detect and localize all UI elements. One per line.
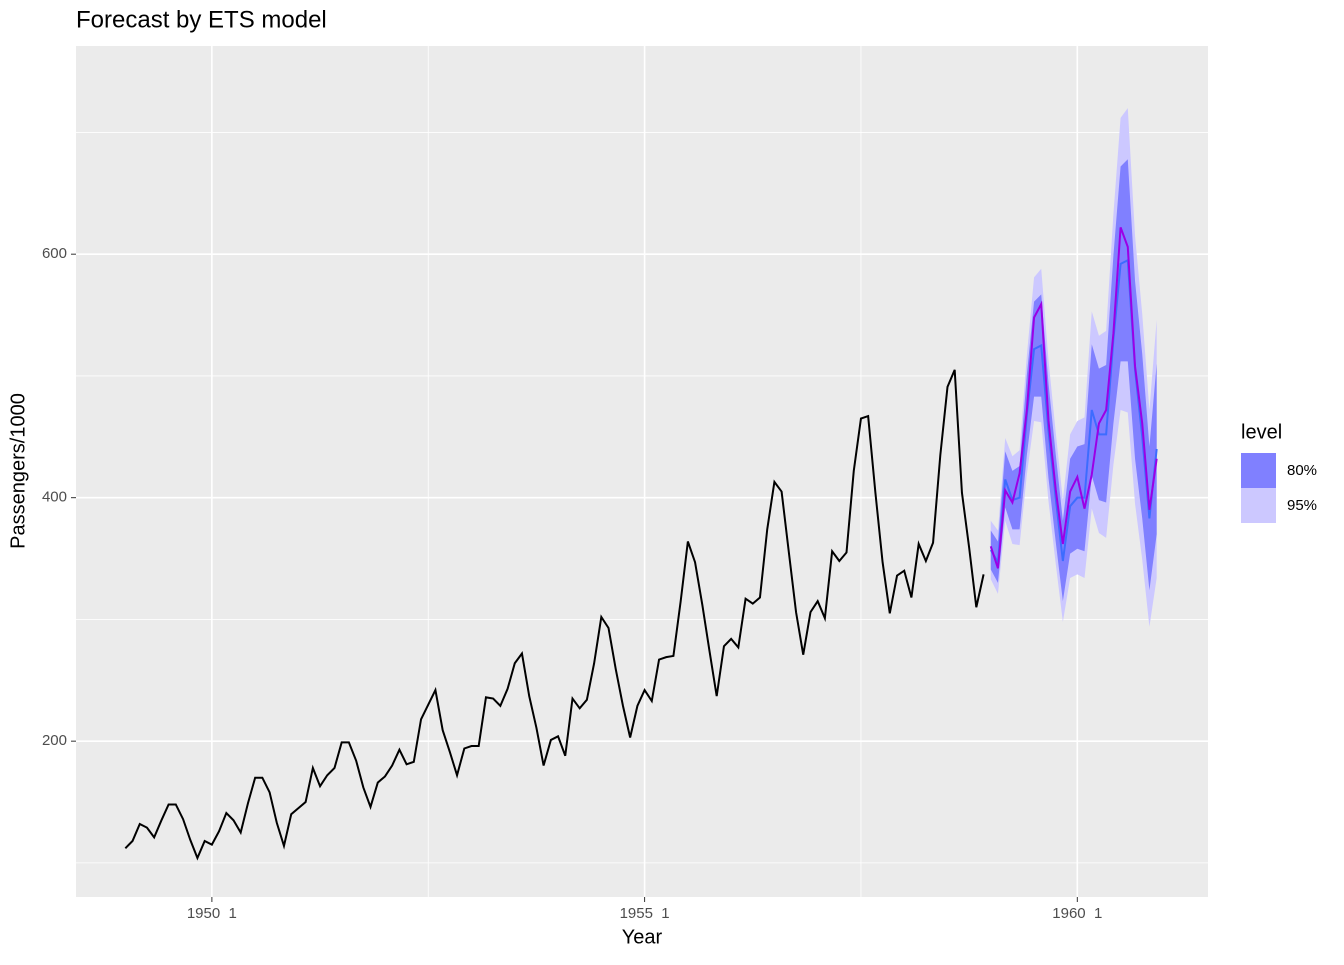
y-tick-label: 200 — [42, 732, 67, 749]
actual-line — [989, 227, 1158, 569]
plot-background — [76, 46, 1208, 897]
y-tick-label: 600 — [42, 245, 67, 262]
chart-title: Forecast by ETS model — [76, 6, 327, 33]
legend-title: level — [1241, 421, 1282, 443]
x-tick-label: 1955 1 — [620, 905, 670, 922]
legend-label: 95% — [1287, 497, 1317, 514]
y-axis-title: Passengers/1000 — [7, 393, 29, 549]
x-tick-label: 1950 1 — [187, 905, 237, 922]
y-tick-label: 400 — [42, 489, 67, 506]
legend-label: 80% — [1287, 462, 1317, 479]
x-axis-title: Year — [622, 926, 663, 948]
history-line — [124, 369, 985, 861]
legend-key — [1241, 453, 1276, 488]
legend-key — [1241, 488, 1276, 523]
interval-band — [990, 159, 1157, 602]
x-tick-label: 1960 1 — [1052, 905, 1102, 922]
